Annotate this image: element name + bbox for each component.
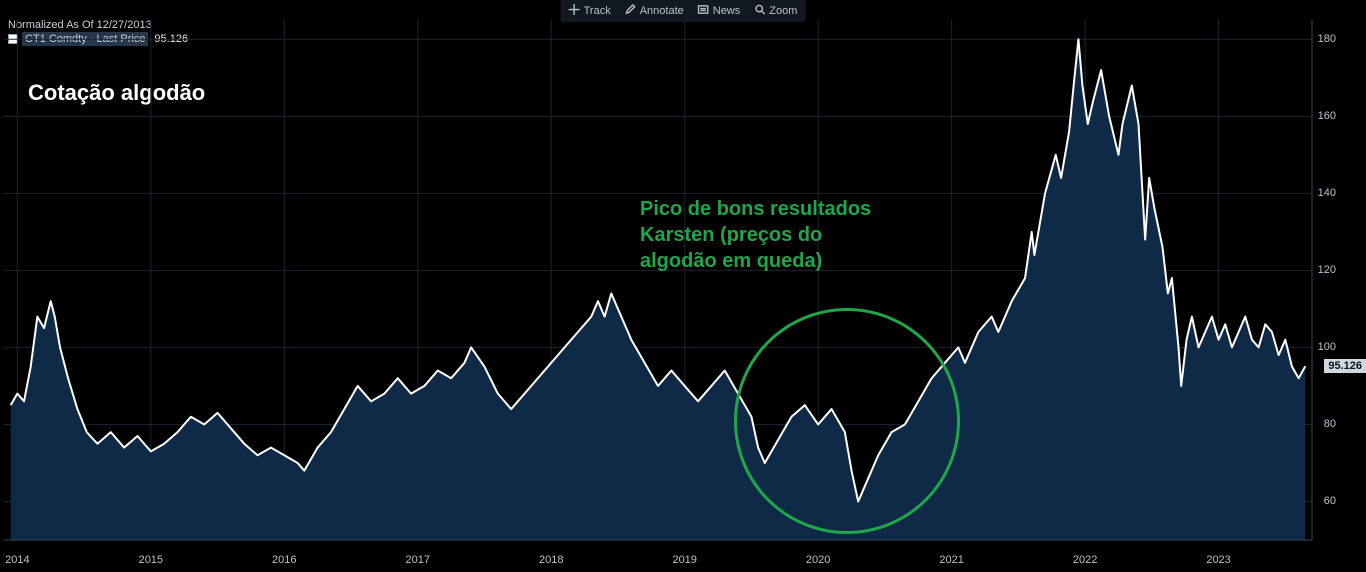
annotation-circle xyxy=(734,308,960,534)
last-price-badge: 95.126 xyxy=(1324,359,1366,373)
x-tick-label: 2018 xyxy=(539,554,563,566)
y-tick-label: 140 xyxy=(1318,187,1336,199)
x-tick-label: 2014 xyxy=(5,554,29,566)
x-tick-label: 2016 xyxy=(272,554,296,566)
x-tick-label: 2015 xyxy=(139,554,163,566)
x-tick-label: 2020 xyxy=(806,554,830,566)
y-tick-label: 60 xyxy=(1324,495,1336,507)
y-tick-label: 160 xyxy=(1318,110,1336,122)
y-tick-label: 180 xyxy=(1318,33,1336,45)
last-price-value: 95.126 xyxy=(1328,360,1362,372)
x-tick-label: 2021 xyxy=(939,554,963,566)
chart-container: Track Annotate News Zoom Normalized As O… xyxy=(0,0,1366,572)
x-tick-label: 2017 xyxy=(406,554,430,566)
y-tick-label: 120 xyxy=(1318,264,1336,276)
y-tick-label: 80 xyxy=(1324,418,1336,430)
y-tick-label: 100 xyxy=(1318,341,1336,353)
annotation-text: Pico de bons resultadosKarsten (preços d… xyxy=(640,196,871,274)
price-chart[interactable] xyxy=(0,0,1366,572)
x-tick-label: 2019 xyxy=(672,554,696,566)
x-tick-label: 2022 xyxy=(1073,554,1097,566)
x-tick-label: 2023 xyxy=(1206,554,1230,566)
